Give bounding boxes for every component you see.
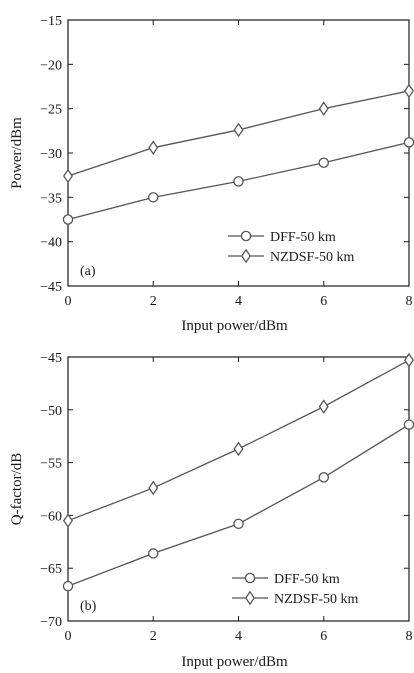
- y-tick-label: −15: [40, 14, 62, 29]
- y-tick-label: −50: [40, 404, 62, 419]
- legend-label: DFF-50 km: [270, 230, 336, 245]
- legend-label: NZDSF-50 km: [274, 592, 359, 607]
- data-point-circle: [62, 580, 74, 592]
- data-point-circle: [318, 472, 329, 483]
- data-point-diamond: [63, 513, 73, 529]
- x-axis-label: Input power/dBm: [181, 318, 288, 334]
- x-axis-label: Input power/dBm: [181, 654, 288, 670]
- y-tick-label: −65: [40, 562, 62, 577]
- x-tick-label: 2: [150, 629, 157, 644]
- legend-marker-diamond: [245, 590, 255, 606]
- data-point-circle: [403, 137, 414, 148]
- legend-marker-diamond: [241, 248, 251, 264]
- plot-frame: [67, 356, 410, 622]
- data-point-diamond: [404, 352, 414, 368]
- panel-label: (a): [80, 264, 96, 279]
- data-point-diamond: [233, 122, 244, 138]
- data-point-diamond: [404, 83, 414, 99]
- legend-marker-circle: [244, 572, 256, 584]
- data-point-circle: [233, 518, 244, 530]
- y-axis-label: Q-factor/dB: [9, 453, 25, 525]
- y-tick-label: −30: [40, 147, 62, 162]
- series-line-diamond: [67, 359, 410, 522]
- y-axis-label: Power/dBm: [9, 117, 25, 189]
- data-point-circle: [147, 192, 159, 203]
- x-tick-label: 8: [406, 629, 413, 644]
- y-tick-label: −40: [40, 236, 62, 251]
- x-tick-label: 0: [65, 629, 72, 644]
- legend-label: NZDSF-50 km: [270, 250, 355, 265]
- data-point-diamond: [318, 399, 329, 414]
- x-tick-label: 6: [320, 629, 327, 644]
- legend-marker-circle: [240, 230, 252, 242]
- data-point-diamond: [233, 441, 244, 457]
- data-point-diamond: [148, 140, 159, 156]
- data-point-diamond: [318, 101, 329, 117]
- chart-panel-a: 0 2 4 6 8 −45 −40 −35 −30 −25 −20 −15 Input power/dB…: [9, 14, 414, 334]
- y-tick-label: −20: [40, 58, 62, 73]
- data-point-circle: [403, 419, 414, 430]
- y-tick-label: −25: [40, 103, 62, 118]
- legend-label: DFF-50 km: [274, 572, 340, 587]
- x-tick-label: 8: [406, 294, 413, 309]
- x-tick-label: 2: [150, 294, 157, 309]
- x-tick-label: 6: [320, 294, 327, 309]
- data-point-diamond: [63, 168, 73, 184]
- data-point-circle: [233, 176, 244, 187]
- y-tick-label: −35: [40, 191, 62, 206]
- y-tick-label: −45: [40, 351, 62, 366]
- chart-panel-b: 0 2 4 6 8 −70 −65 −60 −55 −50 −45 Input power/dBm Q-…: [9, 351, 414, 670]
- y-tick-label: −55: [40, 457, 62, 472]
- x-tick-label: 4: [235, 629, 242, 644]
- x-tick-label: 4: [235, 294, 242, 309]
- y-tick-label: −70: [40, 615, 62, 630]
- x-tick-label: 0: [65, 294, 72, 309]
- panel-label: (b): [80, 599, 97, 614]
- data-point-diamond: [148, 480, 159, 496]
- y-tick-label: −45: [40, 280, 62, 295]
- data-point-circle: [147, 548, 159, 559]
- data-point-circle: [62, 214, 74, 225]
- plot-frame: [67, 19, 410, 287]
- data-point-circle: [318, 157, 329, 169]
- y-tick-label: −60: [40, 509, 62, 524]
